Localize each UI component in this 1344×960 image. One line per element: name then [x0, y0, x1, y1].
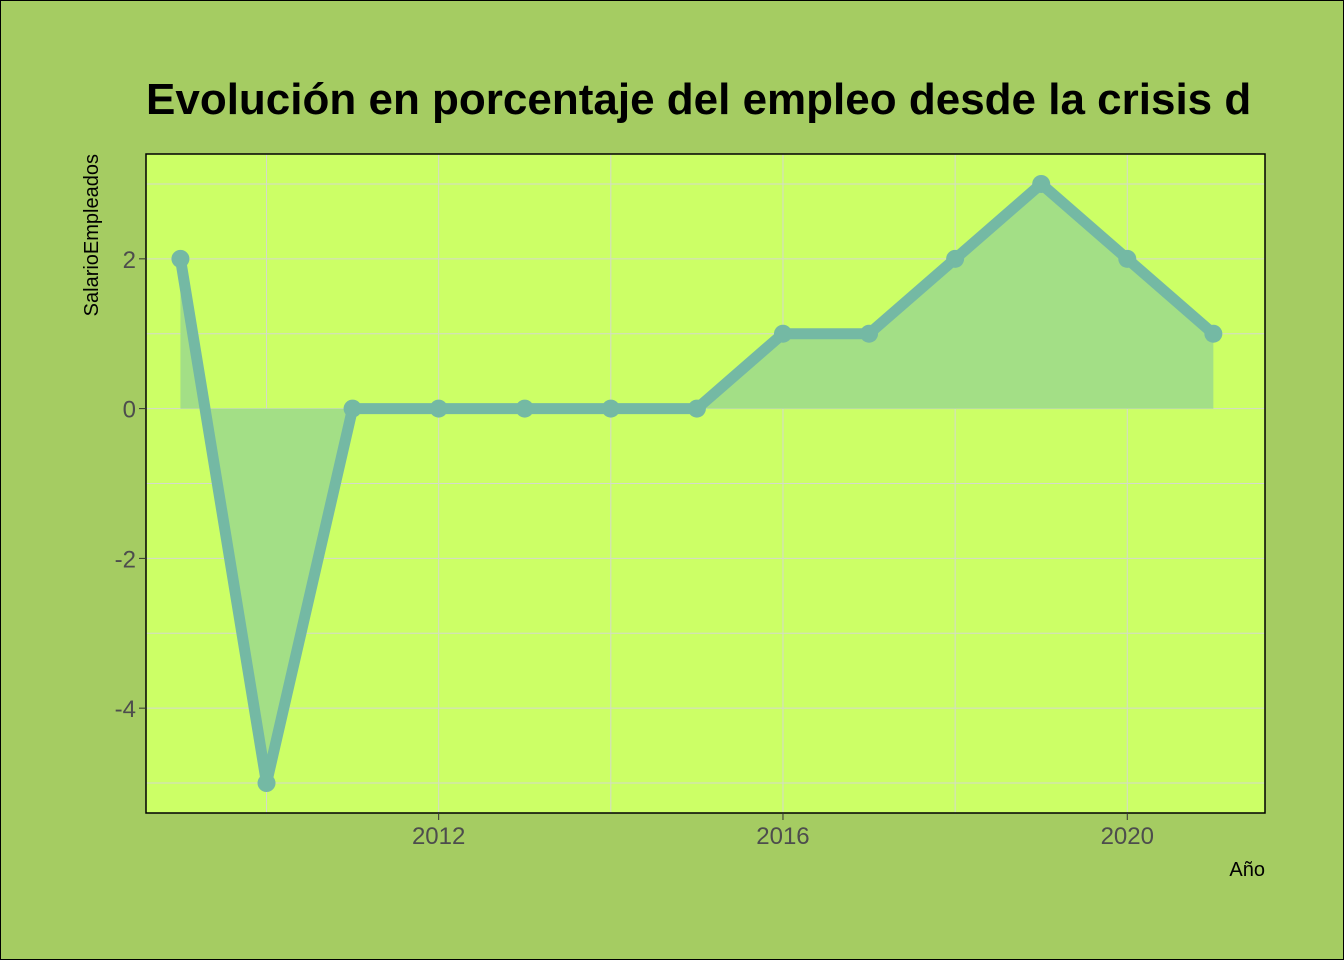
data-point: [515, 399, 534, 418]
y-axis-title: SalarioEmpleados: [81, 154, 103, 316]
x-tick-labels: 2012 2016 2020: [412, 823, 1154, 850]
data-point: [257, 774, 276, 793]
x-tick-label: 2020: [1101, 823, 1154, 850]
data-point: [687, 399, 706, 418]
series-area: [180, 183, 1214, 784]
data-point: [429, 399, 448, 418]
y-tick-labels: -4 -2 0 2: [115, 247, 136, 723]
data-point: [343, 399, 362, 418]
point-layer: [171, 174, 1223, 793]
data-point: [1118, 249, 1137, 268]
plot-border: [145, 153, 1266, 814]
x-tick-label: 2016: [756, 823, 809, 850]
y-tick-label: 2: [123, 247, 136, 274]
x-axis-title: Año: [1229, 859, 1265, 881]
y-tick-label: -2: [115, 546, 136, 573]
data-point: [773, 324, 792, 343]
data-point: [860, 324, 879, 343]
chart-title: Evolución en porcentaje del empleo desde…: [146, 75, 1252, 124]
data-point: [171, 249, 190, 268]
tick-marks: [139, 258, 1128, 820]
data-point: [946, 249, 965, 268]
area-layer: [180, 183, 1214, 784]
y-tick-label: 0: [123, 397, 136, 424]
y-tick-label: -4: [115, 696, 136, 723]
data-point: [1032, 174, 1051, 193]
data-point: [1204, 324, 1223, 343]
data-point: [601, 399, 620, 418]
x-tick-label: 2012: [412, 823, 465, 850]
